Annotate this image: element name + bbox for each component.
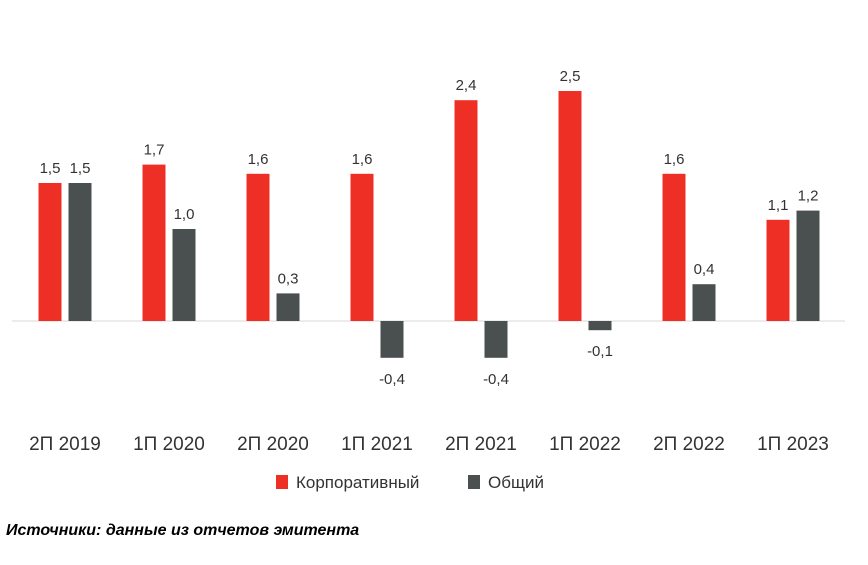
bar-chart: 1,5 1,5 2П 2019 1,7 1,0 1П 2020 1,6 0,3 2П 2020 1… (12, 68, 845, 492)
legend-swatch-corporate (276, 475, 288, 489)
bar-total-0 (68, 183, 92, 321)
data-label-total-3: -0,4 (379, 371, 405, 388)
data-label-corporate-6: 1,6 (664, 151, 685, 168)
legend-swatch-total (468, 475, 480, 489)
bar-total-1 (172, 229, 196, 321)
legend-label-corporate: Корпоративный (296, 473, 419, 492)
data-label-corporate-0: 1,5 (40, 160, 61, 177)
data-label-total-6: 0,4 (694, 261, 715, 278)
x-tick-label-2: 2П 2020 (237, 434, 309, 455)
data-label-corporate-2: 1,6 (248, 151, 269, 168)
data-label-corporate-4: 2,4 (456, 77, 477, 94)
bar-corporate-0 (38, 183, 62, 321)
data-label-total-4: -0,4 (483, 371, 509, 388)
bar-total-3 (380, 321, 404, 358)
data-label-total-1: 1,0 (174, 206, 195, 223)
x-tick-label-1: 1П 2020 (133, 434, 205, 455)
x-tick-label-6: 2П 2022 (653, 434, 725, 455)
legend-label-total: Общий (488, 473, 544, 492)
bar-corporate-2 (246, 173, 270, 321)
data-label-corporate-7: 1,1 (768, 197, 789, 214)
x-tick-label-4: 2П 2021 (445, 434, 517, 455)
data-label-corporate-5: 2,5 (560, 68, 581, 85)
source-note: Источники: данные из отчетов эмитента (6, 522, 360, 539)
data-label-total-7: 1,2 (798, 188, 819, 205)
data-label-total-5: -0,1 (587, 343, 613, 360)
x-tick-label-0: 2П 2019 (29, 434, 101, 455)
x-tick-label-5: 1П 2022 (549, 434, 621, 455)
bar-corporate-7 (766, 219, 790, 321)
bar-total-4 (484, 321, 508, 358)
bar-corporate-1 (142, 164, 166, 321)
x-tick-label-7: 1П 2023 (757, 434, 829, 455)
bar-corporate-3 (350, 173, 374, 321)
bar-corporate-6 (662, 173, 686, 321)
bar-total-7 (796, 210, 820, 321)
bar-corporate-4 (454, 100, 478, 321)
bar-total-6 (692, 284, 716, 321)
bar-corporate-5 (558, 91, 582, 321)
data-label-corporate-1: 1,7 (144, 142, 165, 159)
data-label-total-2: 0,3 (278, 270, 299, 287)
bar-total-2 (276, 293, 300, 321)
data-label-total-0: 1,5 (70, 160, 91, 177)
x-tick-label-3: 1П 2021 (341, 434, 413, 455)
data-label-corporate-3: 1,6 (352, 151, 373, 168)
bar-total-5 (588, 321, 612, 331)
